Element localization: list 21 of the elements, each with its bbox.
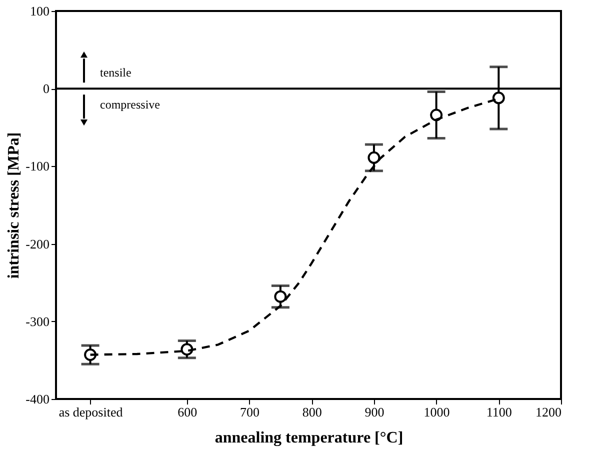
annotation: compressive	[100, 98, 160, 112]
annotation: tensile	[100, 66, 132, 80]
x-tick-label: 1000	[424, 404, 450, 420]
x-axis-title: annealing temperature [°C]	[214, 430, 404, 446]
y-axis-title: intrinsic stress [MPa]	[6, 132, 23, 279]
y-tick-label: -100	[26, 158, 50, 174]
x-tick-label: 900	[364, 404, 384, 420]
y-tick-label: 0	[43, 81, 50, 96]
point	[492, 92, 505, 104]
x-tick-label: 1100	[486, 404, 512, 420]
y-tick-label: -200	[26, 236, 50, 252]
x-tick-label: 600	[178, 404, 198, 420]
point	[368, 151, 380, 164]
y-tick-label: -300	[26, 314, 50, 329]
x-tick-label: 1200	[536, 404, 562, 420]
x-tick-label: 700	[240, 404, 260, 420]
x-tick-label: as deposited	[58, 404, 124, 420]
y-tick-label: 100	[30, 4, 50, 18]
point	[274, 290, 287, 303]
y-tick-label: -400	[26, 392, 50, 406]
x-tick-label: 800	[302, 404, 322, 420]
